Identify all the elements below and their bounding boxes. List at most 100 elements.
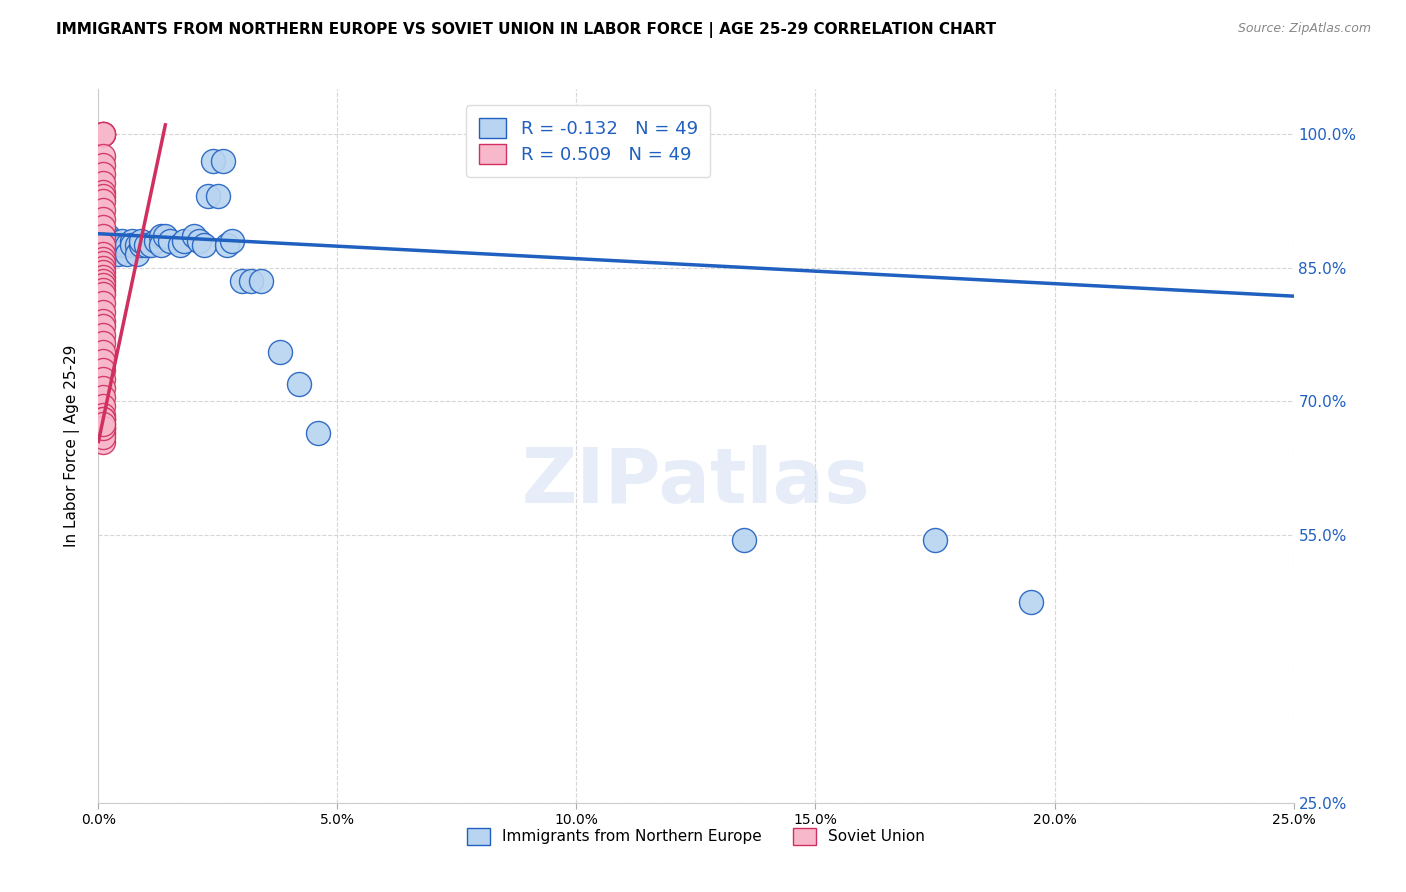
Point [91, 260, 114, 275]
Point [91, 390, 114, 404]
Point [91, 417, 114, 431]
Point [91, 220, 114, 235]
Point [91, 425, 114, 440]
Text: Source: ZipAtlas.com: Source: ZipAtlas.com [1237, 22, 1371, 36]
Point [115, 247, 138, 261]
Point [107, 238, 129, 252]
Point [91, 327, 114, 342]
Point [269, 345, 291, 359]
Point [91, 314, 114, 328]
Point [613, 127, 636, 141]
Point [131, 238, 153, 252]
Point [91, 434, 114, 449]
Y-axis label: In Labor Force | Age 25-29: In Labor Force | Age 25-29 [63, 345, 80, 547]
Point [111, 238, 134, 252]
Legend: Immigrants from Northern Europe, Soviet Union: Immigrants from Northern Europe, Soviet … [460, 821, 932, 852]
Point [91, 399, 114, 413]
Point [1019, 595, 1042, 609]
Point [173, 234, 195, 248]
Point [240, 274, 263, 288]
Point [121, 238, 143, 252]
Point [139, 238, 162, 252]
Point [169, 238, 191, 252]
Text: ZIPatlas: ZIPatlas [522, 445, 870, 518]
Point [733, 533, 755, 547]
Point [91, 278, 114, 293]
Point [101, 234, 124, 248]
Point [91, 408, 114, 422]
Point [91, 229, 114, 244]
Point [91, 363, 114, 377]
Point [307, 425, 329, 440]
Point [91, 421, 114, 435]
Point [91, 269, 114, 284]
Point [91, 247, 114, 261]
Point [149, 238, 172, 252]
Point [155, 229, 177, 244]
Point [207, 189, 229, 203]
Point [91, 211, 114, 226]
Point [91, 229, 114, 244]
Point [211, 153, 233, 168]
Point [91, 296, 114, 310]
Point [91, 421, 114, 435]
Point [202, 153, 225, 168]
Point [250, 274, 273, 288]
Point [91, 127, 114, 141]
Point [131, 234, 153, 248]
Point [91, 354, 114, 368]
Point [91, 185, 114, 199]
Point [91, 381, 114, 395]
Point [97, 238, 120, 252]
Point [91, 176, 114, 190]
Point [121, 234, 143, 248]
Point [97, 229, 120, 244]
Point [288, 376, 311, 391]
Point [91, 265, 114, 279]
Point [91, 189, 114, 203]
Point [924, 533, 946, 547]
Point [231, 274, 253, 288]
Point [135, 238, 157, 252]
Point [91, 372, 114, 386]
Point [91, 336, 114, 351]
Text: IMMIGRANTS FROM NORTHERN EUROPE VS SOVIET UNION IN LABOR FORCE | AGE 25-29 CORRE: IMMIGRANTS FROM NORTHERN EUROPE VS SOVIE… [56, 22, 997, 38]
Point [217, 238, 239, 252]
Point [159, 234, 181, 248]
Point [91, 127, 114, 141]
Point [589, 127, 612, 141]
Point [91, 252, 114, 266]
Point [221, 234, 243, 248]
Point [91, 345, 114, 359]
Point [91, 274, 114, 288]
Point [91, 256, 114, 270]
Point [91, 318, 114, 333]
Point [91, 238, 114, 252]
Point [125, 238, 148, 252]
Point [91, 417, 114, 431]
Point [637, 127, 659, 141]
Point [101, 243, 124, 257]
Point [145, 234, 167, 248]
Point [91, 430, 114, 444]
Point [91, 158, 114, 172]
Point [91, 167, 114, 181]
Point [91, 238, 114, 252]
Point [197, 189, 219, 203]
Point [101, 238, 124, 252]
Point [183, 229, 205, 244]
Point [91, 149, 114, 163]
Point [91, 287, 114, 301]
Point [193, 238, 215, 252]
Point [91, 194, 114, 208]
Point [111, 234, 134, 248]
Point [91, 283, 114, 297]
Point [91, 127, 114, 141]
Point [91, 127, 114, 141]
Point [91, 412, 114, 426]
Point [149, 229, 172, 244]
Point [115, 238, 138, 252]
Point [91, 305, 114, 319]
Point [107, 247, 129, 261]
Point [91, 202, 114, 217]
